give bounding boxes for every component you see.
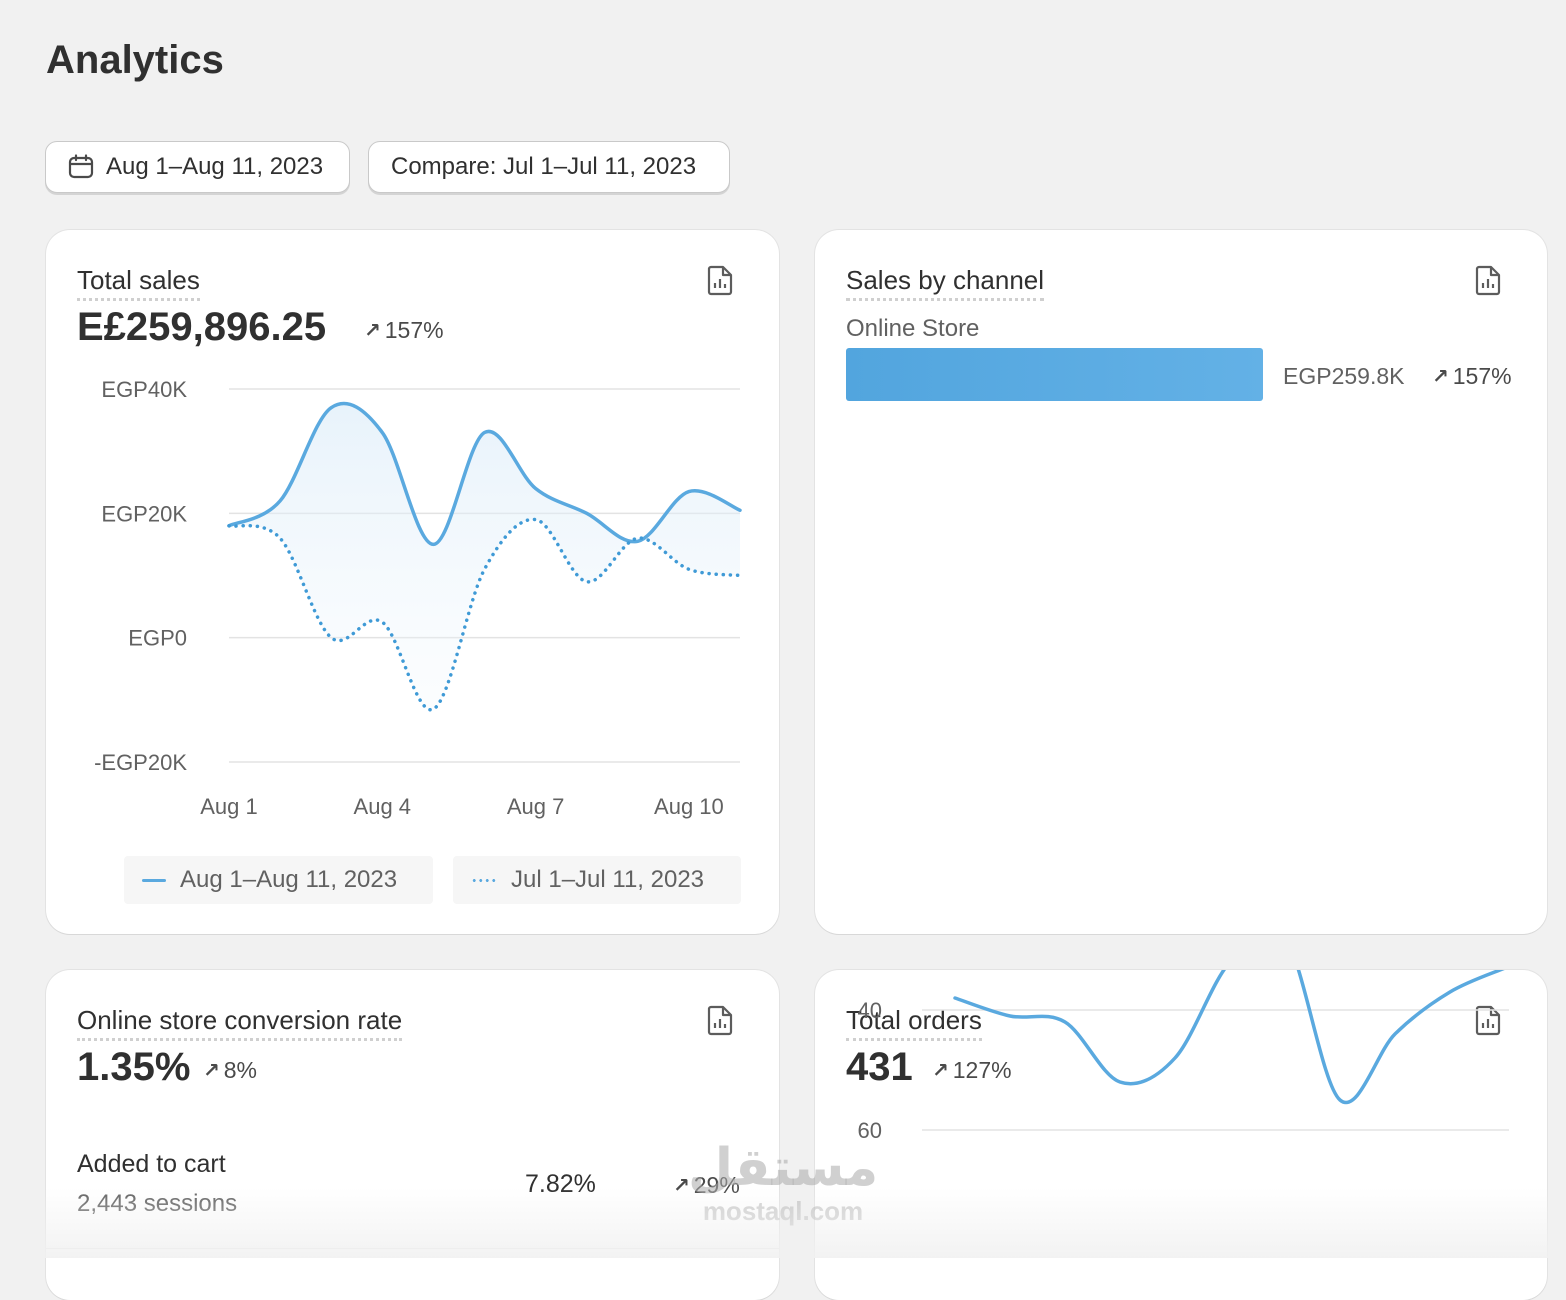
y-tick-label: 40 — [858, 998, 882, 1023]
compare-label: Compare: Jul 1–Jul 11, 2023 — [391, 153, 697, 180]
channel-name: Online Store — [846, 315, 980, 342]
legend-dotted-swatch — [471, 878, 497, 882]
y-tick-label: -EGP20K — [94, 750, 187, 775]
total-orders-delta-value: 127% — [952, 1057, 1012, 1083]
conversion-rate-delta: ↗ 8% — [203, 1057, 257, 1084]
calendar-icon — [68, 154, 94, 179]
date-range-button[interactable]: Aug 1–Aug 11, 2023 — [45, 141, 350, 193]
channel-bar[interactable] — [846, 348, 1263, 401]
conversion-rate-value: 1.35% — [77, 1045, 191, 1089]
arrow-up-right-icon: ↗ — [364, 320, 381, 342]
funnel-row-sessions: 2,443 sessions — [77, 1190, 238, 1217]
legend-item-current[interactable]: Aug 1–Aug 11, 2023 — [124, 856, 433, 904]
channel-value: EGP259.8K — [1283, 363, 1405, 389]
report-icon[interactable] — [707, 264, 735, 296]
report-icon[interactable] — [1475, 1004, 1503, 1036]
conversion-rate-card: Online store conversion rate 1.35% ↗ 8% … — [46, 970, 779, 1300]
x-tick-label: Aug 7 — [507, 794, 565, 819]
funnel-row-delta-value: 29% — [693, 1172, 740, 1198]
y-tick-label: EGP0 — [128, 626, 187, 651]
total-orders-chart: 60 40 — [858, 970, 1509, 1143]
arrow-up-right-icon: ↗ — [673, 1175, 690, 1197]
total-orders-delta: ↗ 127% — [932, 1057, 1012, 1084]
sales-area-fill — [229, 403, 740, 710]
y-tick-label: 60 — [858, 1118, 882, 1143]
total-orders-card: Total orders 431 ↗ 127% 60 40 — [815, 970, 1547, 1300]
total-sales-value: E£259,896.25 — [77, 305, 327, 349]
x-tick-label: Aug 10 — [654, 794, 724, 819]
legend-label-previous: Jul 1–Jul 11, 2023 — [511, 866, 705, 893]
date-range-label: Aug 1–Aug 11, 2023 — [106, 153, 324, 180]
total-orders-value: 431 — [846, 1045, 913, 1089]
conversion-rate-title[interactable]: Online store conversion rate — [77, 1004, 403, 1041]
arrow-up-right-icon: ↗ — [1432, 366, 1449, 388]
page-title: Analytics — [46, 38, 224, 82]
divider — [46, 1248, 779, 1249]
funnel-row-label: Added to cart — [77, 1150, 226, 1178]
funnel-row-delta: ↗ 29% — [673, 1172, 740, 1199]
conversion-rate-delta-value: 8% — [223, 1057, 258, 1083]
y-tick-label: EGP40K — [101, 377, 187, 402]
x-tick-label: Aug 4 — [354, 794, 412, 819]
legend-item-previous[interactable]: Jul 1–Jul 11, 2023 — [453, 856, 741, 904]
sales-by-channel-card: Sales by channel Online Store EGP259.8K … — [815, 230, 1547, 934]
series-line-previous — [227, 517, 742, 712]
total-sales-card: Total sales E£259,896.25 ↗ 157% EGP40K EG… — [46, 230, 779, 934]
arrow-up-right-icon: ↗ — [203, 1060, 220, 1082]
funnel-row-rate: 7.82% — [525, 1170, 596, 1198]
report-icon[interactable] — [707, 1004, 735, 1036]
arrow-up-right-icon: ↗ — [932, 1060, 949, 1082]
channel-delta-value: 157% — [1452, 363, 1512, 389]
channel-delta: ↗ 157% — [1432, 363, 1512, 390]
report-icon[interactable] — [1475, 264, 1503, 296]
orders-series-line — [953, 970, 1505, 1105]
legend-solid-swatch — [142, 878, 166, 882]
y-tick-label: EGP20K — [101, 501, 187, 526]
total-sales-title[interactable]: Total sales — [77, 264, 200, 301]
total-sales-delta: ↗ 157% — [364, 317, 444, 344]
compare-button[interactable]: Compare: Jul 1–Jul 11, 2023 — [368, 141, 730, 193]
legend-label-current: Aug 1–Aug 11, 2023 — [180, 866, 398, 893]
x-tick-label: Aug 1 — [200, 794, 258, 819]
total-sales-chart: EGP40K EGP20K EGP0 -EGP20K Aug 1 Aug 4 Aug 7 A… — [94, 377, 742, 819]
sales-by-channel-title[interactable]: Sales by channel — [846, 264, 1045, 301]
total-sales-delta-value: 157% — [384, 317, 444, 343]
